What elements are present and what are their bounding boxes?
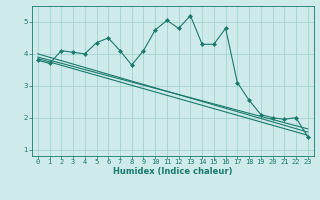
X-axis label: Humidex (Indice chaleur): Humidex (Indice chaleur) [113, 167, 233, 176]
